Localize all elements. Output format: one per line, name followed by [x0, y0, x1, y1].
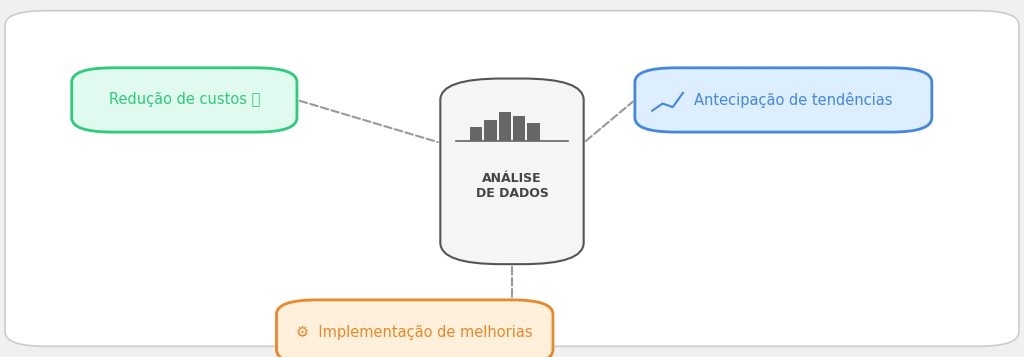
Text: Redução de custos 🐷: Redução de custos 🐷 [109, 92, 260, 107]
FancyBboxPatch shape [440, 79, 584, 264]
FancyBboxPatch shape [5, 11, 1019, 346]
Text: ANÁLISE
DE DADOS: ANÁLISE DE DADOS [475, 172, 549, 200]
FancyBboxPatch shape [470, 127, 482, 141]
Text: Antecipação de tendências: Antecipação de tendências [694, 92, 893, 108]
FancyBboxPatch shape [72, 68, 297, 132]
FancyBboxPatch shape [276, 300, 553, 357]
Text: ⚙  Implementação de melhorias: ⚙ Implementação de melhorias [296, 325, 534, 340]
FancyBboxPatch shape [635, 68, 932, 132]
FancyBboxPatch shape [527, 123, 540, 141]
FancyBboxPatch shape [484, 120, 497, 141]
FancyBboxPatch shape [513, 116, 525, 141]
FancyBboxPatch shape [499, 112, 511, 141]
